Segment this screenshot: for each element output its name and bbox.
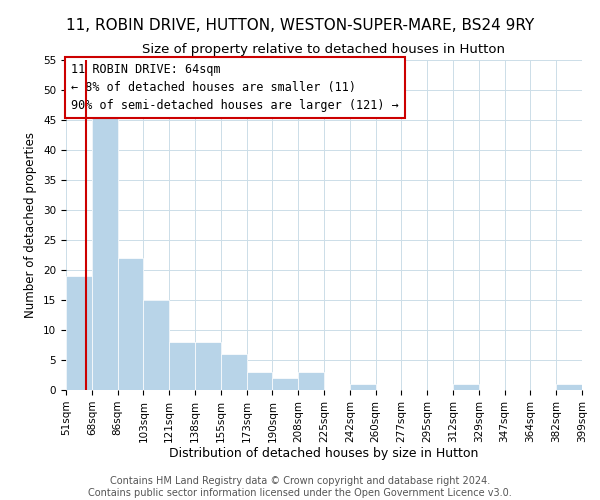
Bar — [298, 372, 324, 390]
Bar — [453, 384, 479, 390]
Bar — [350, 384, 376, 390]
Bar — [247, 372, 272, 390]
Title: Size of property relative to detached houses in Hutton: Size of property relative to detached ho… — [143, 43, 505, 56]
Bar — [169, 342, 195, 390]
Bar — [66, 276, 92, 390]
Bar — [272, 378, 298, 390]
Text: 11 ROBIN DRIVE: 64sqm
← 8% of detached houses are smaller (11)
90% of semi-detac: 11 ROBIN DRIVE: 64sqm ← 8% of detached h… — [71, 64, 399, 112]
Bar — [221, 354, 247, 390]
Bar — [118, 258, 143, 390]
Text: Contains HM Land Registry data © Crown copyright and database right 2024.
Contai: Contains HM Land Registry data © Crown c… — [88, 476, 512, 498]
Bar — [92, 114, 118, 390]
X-axis label: Distribution of detached houses by size in Hutton: Distribution of detached houses by size … — [169, 448, 479, 460]
Bar — [143, 300, 169, 390]
Bar — [195, 342, 221, 390]
Text: 11, ROBIN DRIVE, HUTTON, WESTON-SUPER-MARE, BS24 9RY: 11, ROBIN DRIVE, HUTTON, WESTON-SUPER-MA… — [66, 18, 534, 32]
Bar — [556, 384, 582, 390]
Y-axis label: Number of detached properties: Number of detached properties — [25, 132, 37, 318]
